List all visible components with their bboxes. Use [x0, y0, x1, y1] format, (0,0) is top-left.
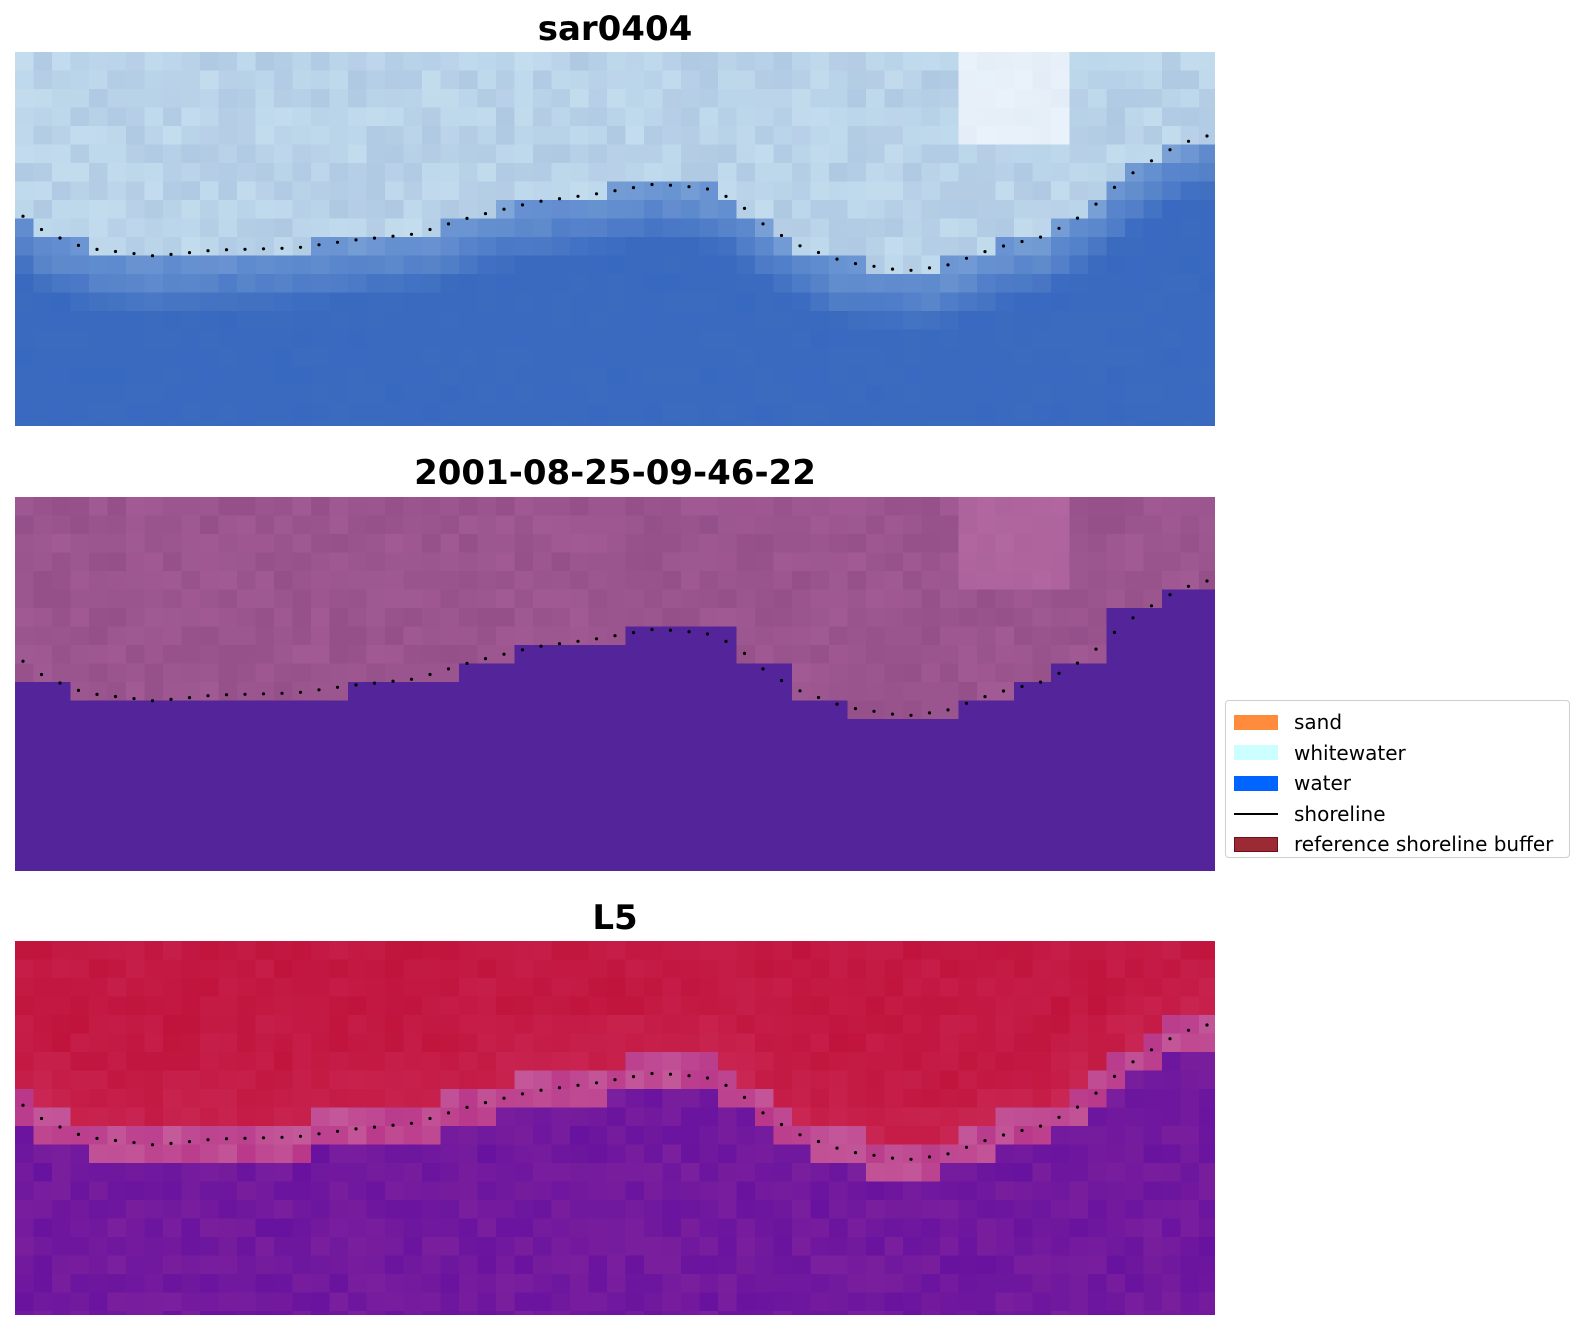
shoreline-line-icon [1234, 812, 1278, 815]
legend-label-sand: sand [1294, 710, 1343, 735]
panel-image-classified [15, 497, 1215, 871]
shoreline-dots [21, 1023, 1209, 1161]
legend-label-water: water [1294, 771, 1351, 796]
legend-item-reference-buffer: reference shoreline buffer [1234, 829, 1561, 860]
panel-image-rgb [15, 52, 1215, 426]
reference-buffer-swatch [1234, 836, 1278, 852]
legend-item-whitewater: whitewater [1234, 738, 1561, 769]
whitewater-swatch [1234, 745, 1278, 761]
legend-item-water: water [1234, 768, 1561, 799]
panel-title-1: sar0404 [537, 9, 693, 49]
legend: sand whitewater water shoreline referenc… [1225, 700, 1570, 858]
legend-item-shoreline: shoreline [1234, 799, 1561, 830]
panel-title-3: L5 [592, 898, 638, 938]
legend-label-whitewater: whitewater [1294, 740, 1406, 765]
legend-label-reference-buffer: reference shoreline buffer [1294, 832, 1554, 857]
shoreline-dots [21, 579, 1209, 717]
legend-label-shoreline: shoreline [1294, 801, 1386, 826]
shoreline-dots [21, 134, 1209, 272]
sand-swatch [1234, 714, 1278, 730]
panel-title-2: 2001-08-25-09-46-22 [414, 453, 816, 493]
legend-item-sand: sand [1234, 707, 1561, 738]
water-swatch [1234, 775, 1278, 791]
panel-image-probability [15, 941, 1215, 1315]
